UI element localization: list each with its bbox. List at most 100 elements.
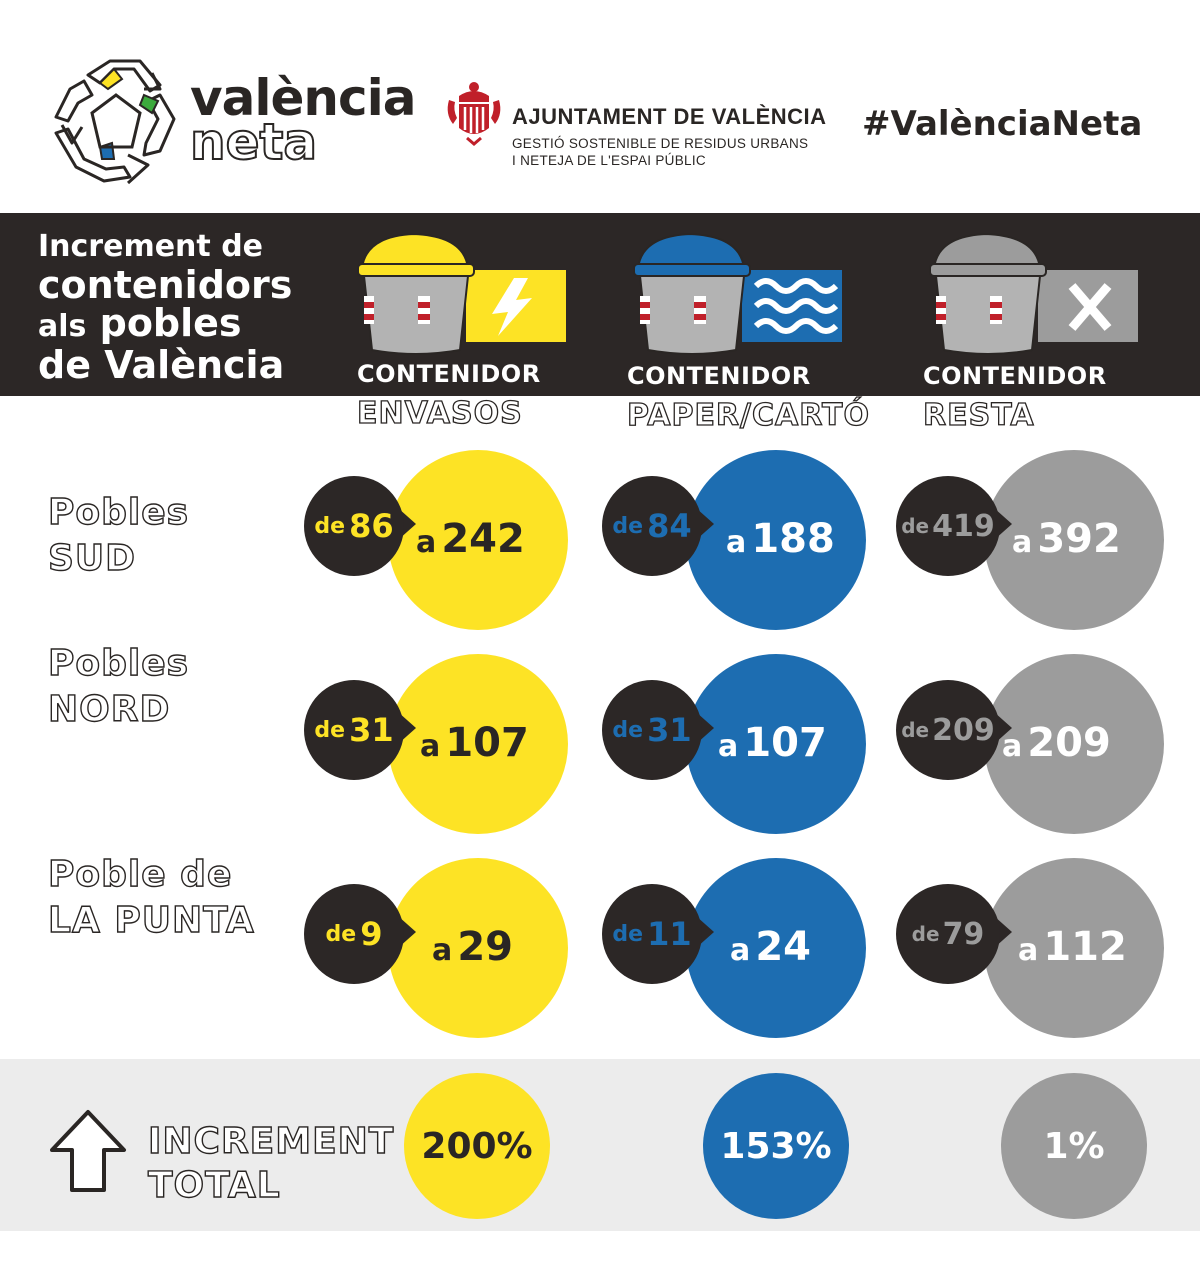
bin-icon <box>633 232 842 355</box>
band-title-line2: contenidors <box>38 263 293 307</box>
from-de: de <box>612 717 644 743</box>
to-a: a <box>1018 933 1039 968</box>
from-value: 9 <box>360 915 383 953</box>
to-value: 209 <box>1027 720 1111 766</box>
to-value: 24 <box>755 924 812 970</box>
from-value: 11 <box>647 915 692 953</box>
total-envasos-value: 200% <box>421 1125 533 1167</box>
to-bubble <box>686 858 866 1038</box>
from-de: de <box>612 921 644 947</box>
band-title-als: als <box>38 309 87 344</box>
from-bubble: de 84 <box>602 476 702 576</box>
from-bubble: de 86 <box>304 476 404 576</box>
container-label-resta: CONTENIDOR <box>923 362 1107 390</box>
from-de: de <box>612 513 644 539</box>
x-icon <box>1068 283 1112 331</box>
org-subtitle-2: I NETEJA DE L'ESPAI PÚBLIC <box>512 153 706 168</box>
to-a: a <box>1002 729 1023 764</box>
to-value: 107 <box>445 720 529 766</box>
from-de: de <box>314 513 346 539</box>
brand-word-neta: neta <box>189 113 318 171</box>
total-label: INCREMENT TOTAL <box>147 1120 395 1208</box>
total-resta-bubble: 1% <box>1001 1073 1147 1219</box>
from-value: 209 <box>932 712 995 748</box>
total-band <box>0 1059 1200 1231</box>
to-a: a <box>420 729 441 764</box>
valencia-neta-logo: valència neta <box>48 55 416 190</box>
to-bubble <box>388 450 568 630</box>
from-value: 419 <box>932 508 995 544</box>
total-paper-value: 153% <box>720 1125 832 1167</box>
container-resta <box>928 232 1140 362</box>
from-bubble: de 11 <box>602 884 702 984</box>
from-value: 31 <box>349 711 394 749</box>
from-value: 31 <box>647 711 692 749</box>
waves-icon <box>753 278 839 334</box>
city-coat-of-arms-icon <box>447 82 501 146</box>
from-bubble: de 31 <box>602 680 702 780</box>
to-label: a 107 <box>718 720 827 766</box>
lightning-icon <box>492 278 532 336</box>
band-title: Increment de contenidors als pobles de V… <box>38 228 292 384</box>
from-de: de <box>901 514 930 538</box>
to-label: a 107 <box>420 720 529 766</box>
row-label-punta: Poble de LA PUNTA <box>47 852 255 944</box>
container-type-paper: PAPER/CARTÓ <box>626 397 870 433</box>
to-value: 29 <box>457 924 514 970</box>
container-envasos <box>356 232 568 362</box>
row-label-nord: Pobles NORD <box>47 641 189 733</box>
total-paper-bubble: 153% <box>703 1073 849 1219</box>
to-label: a 29 <box>432 924 513 970</box>
to-label: a 112 <box>1018 924 1127 970</box>
to-label: a 188 <box>726 516 835 562</box>
total-resta-value: 1% <box>1043 1125 1105 1167</box>
band-title-line4: de València <box>38 343 285 387</box>
to-label: a 392 <box>1012 516 1121 562</box>
to-bubble <box>984 450 1164 630</box>
to-a: a <box>730 933 751 968</box>
to-bubble <box>984 858 1164 1038</box>
from-de: de <box>911 922 940 946</box>
row-label-line2: SUD <box>47 537 137 579</box>
from-de: de <box>314 717 346 743</box>
hashtag: #ValènciaNeta <box>862 104 1143 144</box>
to-value: 392 <box>1037 516 1121 562</box>
to-a: a <box>718 729 739 764</box>
to-a: a <box>1012 525 1033 560</box>
from-value: 86 <box>349 507 394 545</box>
row-label-sud: Pobles SUD <box>47 490 190 582</box>
to-label: a 209 <box>1002 720 1111 766</box>
total-label-line2: TOTAL <box>147 1164 281 1206</box>
row-label-line2: NORD <box>47 688 171 730</box>
up-arrow-icon <box>50 1110 126 1192</box>
band-title-line3: als pobles <box>38 304 292 346</box>
to-a: a <box>416 525 437 560</box>
total-label-line1: INCREMENT <box>147 1120 395 1162</box>
from-de: de <box>901 718 930 742</box>
container-label-envasos: CONTENIDOR <box>357 360 541 388</box>
container-label-paper: CONTENIDOR <box>627 362 811 390</box>
to-a: a <box>726 525 747 560</box>
to-bubble <box>388 858 568 1038</box>
to-a: a <box>432 933 453 968</box>
from-de: de <box>325 921 357 947</box>
bin-icon <box>929 232 1138 355</box>
band-title-pobles: pobles <box>99 301 242 345</box>
ajuntament-logo: AJUNTAMENT DE VALÈNCIA GESTIÓ SOSTENIBLE… <box>445 80 835 170</box>
to-label: a 242 <box>416 516 525 562</box>
to-bubble <box>686 654 866 834</box>
to-label: a 24 <box>730 924 811 970</box>
from-value: 79 <box>942 916 985 952</box>
to-bubble <box>984 654 1164 834</box>
org-title: AJUNTAMENT DE VALÈNCIA <box>512 104 827 129</box>
row-label-line1: Poble de <box>47 853 233 895</box>
total-envasos-bubble: 200% <box>404 1073 550 1219</box>
brand-word-valencia: valència <box>190 69 416 127</box>
row-label-line1: Pobles <box>47 491 190 533</box>
bin-icon <box>357 232 566 355</box>
to-bubble <box>686 450 866 630</box>
band-title-line1: Increment de <box>38 229 264 264</box>
org-subtitle-1: GESTIÓ SOSTENIBLE DE RESIDUS URBANS <box>512 136 809 151</box>
container-type-resta: RESTA <box>922 397 1035 433</box>
to-value: 107 <box>743 720 827 766</box>
